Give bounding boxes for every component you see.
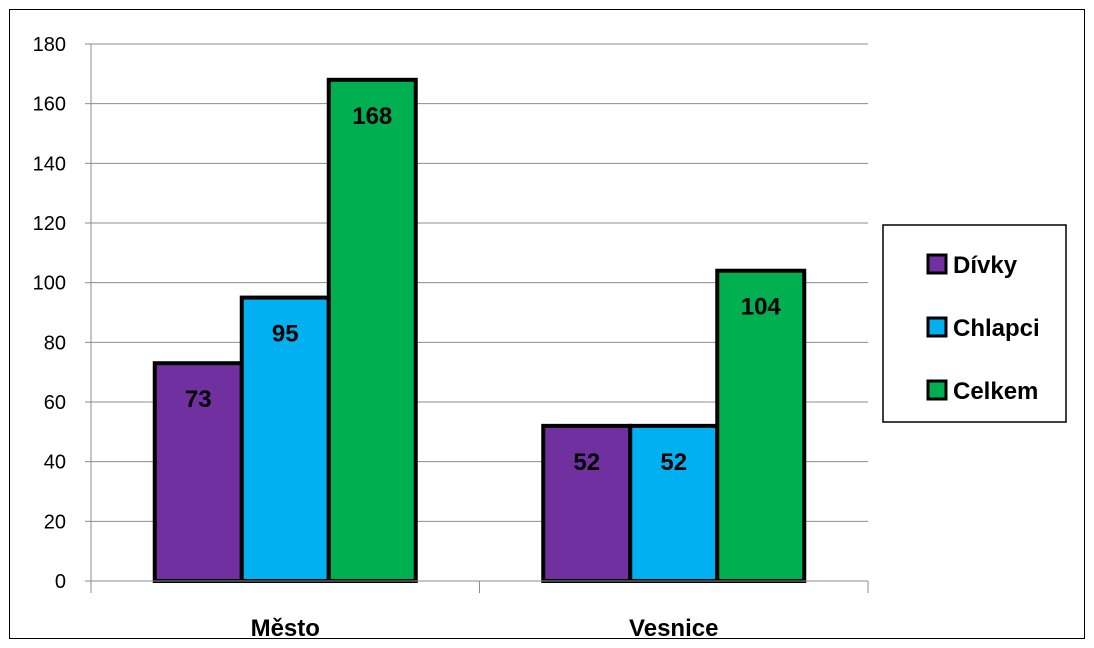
legend-label: Celkem [953, 378, 1038, 405]
legend: Dívky Chlapci Celkem [882, 224, 1067, 423]
x-category-label: Město [251, 615, 320, 642]
y-tick-label: 80 [44, 332, 66, 354]
data-label: 52 [660, 449, 687, 476]
y-tick-label: 100 [33, 273, 66, 295]
y-tick-label: 20 [44, 511, 66, 533]
axes [90, 44, 869, 593]
legend-swatch-Chlapci [926, 316, 948, 338]
data-label: 95 [272, 321, 299, 348]
bar-Dívky-Město [152, 361, 244, 584]
data-label: 52 [573, 449, 600, 476]
y-tick-label: 140 [33, 153, 66, 175]
y-axis-ticks: 0 20 40 60 80 100 120 140 160 180 [33, 34, 91, 593]
y-tick-label: 0 [55, 571, 66, 593]
data-label: 168 [352, 103, 392, 130]
data-label: 104 [741, 294, 782, 321]
y-tick-label: 60 [44, 392, 66, 414]
x-category-label: Vesnice [629, 615, 718, 642]
y-tick-label: 180 [33, 34, 66, 56]
bar-Celkem-Město [326, 77, 418, 584]
category-labels: Město Vesnice [251, 615, 719, 642]
bars: 73 95 168 52 52 104 [152, 77, 807, 584]
data-label: 73 [185, 386, 212, 413]
legend-label: Dívky [953, 252, 1018, 279]
legend-swatch-Celkem [926, 379, 948, 401]
y-tick-label: 120 [33, 213, 66, 235]
y-tick-label: 40 [44, 452, 66, 474]
y-tick-label: 160 [33, 94, 66, 116]
bar-Chlapci-Město [239, 295, 331, 583]
legend-label: Chlapci [953, 315, 1040, 342]
legend-swatch-Dívky [926, 253, 948, 275]
legend-box [882, 224, 1067, 423]
